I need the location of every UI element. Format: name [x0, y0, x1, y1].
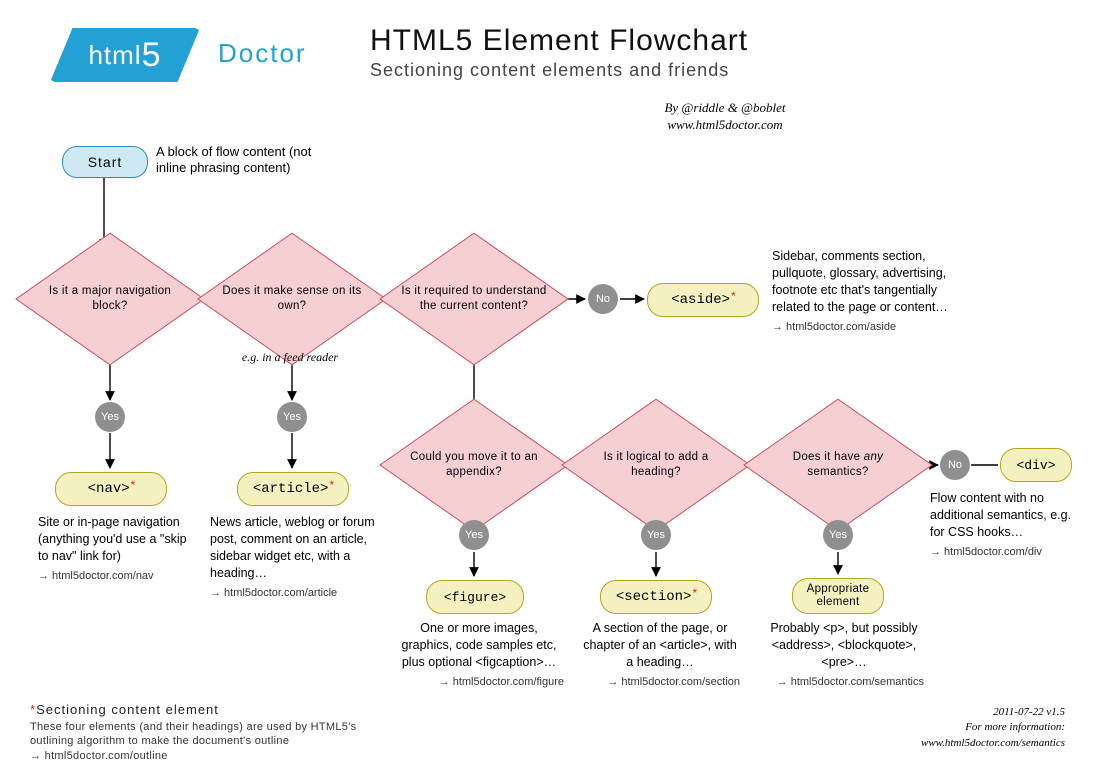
decision-appendix: Could you move it to an appendix? — [394, 420, 554, 510]
no-badge-div: No — [940, 450, 970, 480]
note-feed-reader: e.g. in a feed reader — [225, 350, 355, 365]
footnote-title: *Sectioning content element — [30, 702, 219, 717]
start-node: Start — [62, 146, 148, 178]
result-article: <article>* — [237, 472, 349, 506]
desc-aside: Sidebar, comments section, pullquote, gl… — [772, 248, 972, 334]
logo-text: html5 — [88, 36, 161, 75]
logo-doctor: Doctor — [218, 38, 307, 69]
desc-figure: One or more images, graphics, code sampl… — [394, 620, 564, 689]
desc-section: A section of the page, or chapter of an … — [580, 620, 740, 689]
page-title: HTML5 Element Flowchart — [370, 24, 748, 58]
result-nav: <nav>* — [55, 472, 167, 506]
page-subtitle: Sectioning content elements and friends — [370, 60, 729, 81]
flowchart-canvas: html5 Doctor HTML5 Element Flowchart Sec… — [0, 0, 1095, 769]
meta-info: 2011-07-22 v1.5 For more information: ww… — [921, 705, 1065, 751]
byline: By @riddle & @boblet www.html5doctor.com — [615, 100, 835, 134]
decision-semantics: Does it have any semantics? — [758, 420, 918, 510]
yes-badge-nav: Yes — [95, 402, 125, 432]
desc-nav: Site or in-page navigation (anything you… — [38, 514, 188, 583]
result-figure: <figure> — [426, 580, 524, 614]
result-appropriate: Appropriate element — [792, 578, 884, 614]
desc-div: Flow content with no additional semantic… — [930, 490, 1080, 559]
yes-badge-figure: Yes — [459, 520, 489, 550]
result-aside: <aside>* — [647, 283, 759, 317]
decision-required: Is it required to understand the current… — [394, 254, 554, 344]
no-badge-aside: No — [588, 284, 618, 314]
decision-nav-block: Is it a major navigation block? — [30, 254, 190, 344]
decision-own-sense: Does it make sense on its own? — [212, 254, 372, 344]
desc-article: News article, weblog or forum post, comm… — [210, 514, 380, 600]
yes-badge-article: Yes — [277, 402, 307, 432]
yes-badge-appropriate: Yes — [823, 520, 853, 550]
logo: html5 — [50, 28, 200, 82]
decision-heading: Is it logical to add a heading? — [576, 420, 736, 510]
result-section: <section>* — [600, 580, 712, 614]
result-div: <div> — [1000, 448, 1072, 482]
start-caption: A block of flow content (not inline phra… — [156, 144, 336, 177]
desc-semantics: Probably <p>, but possibly <address>, <b… — [764, 620, 924, 689]
logo-shape: html5 — [50, 28, 200, 82]
footnote-body: These four elements (and their headings)… — [30, 720, 360, 763]
yes-badge-section: Yes — [641, 520, 671, 550]
